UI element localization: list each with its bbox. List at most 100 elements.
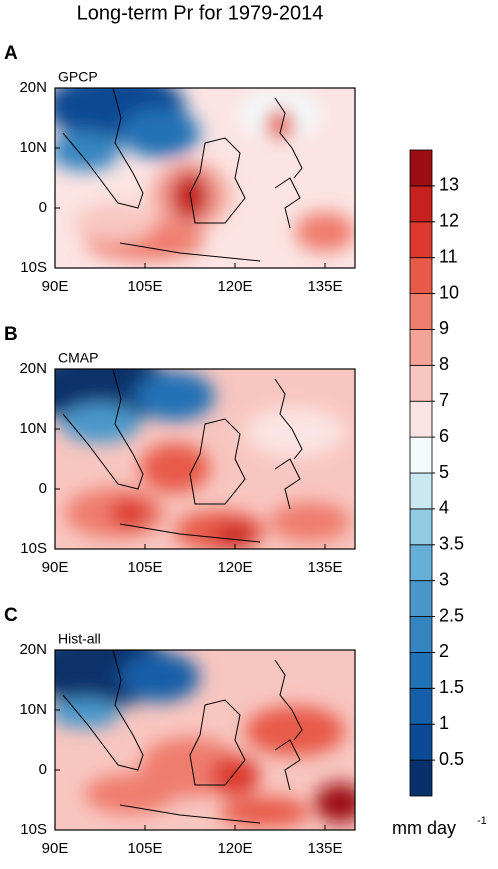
y-tick-label: 10N [19, 420, 47, 437]
panel-letter: B [4, 324, 18, 345]
field-blob [265, 109, 295, 139]
field-blob [120, 108, 200, 158]
colorbar-label: 1 [439, 713, 449, 733]
coastline [62, 88, 303, 262]
y-tick-label: 0 [39, 199, 47, 216]
x-tick-label: 105E [127, 278, 162, 295]
field-blob [55, 698, 120, 728]
coastline [62, 369, 303, 543]
x-tick-label: 105E [127, 559, 162, 576]
colorbar-label: 3 [439, 569, 449, 589]
field-blob [295, 212, 355, 252]
colorbar-box [409, 436, 433, 474]
plot-frame [54, 649, 356, 831]
field-blob [75, 203, 155, 243]
figure-title: Long-term Pr for 1979-2014 [77, 2, 324, 24]
colorbar-label: 10 [439, 282, 459, 302]
y-tick-label: 20N [19, 360, 47, 377]
x-tick-label: 135E [307, 840, 342, 857]
field-blobs [55, 88, 355, 261]
panel-letter: C [4, 605, 18, 626]
field-blob [245, 407, 345, 457]
colorbar-box [409, 687, 433, 725]
field-blob [140, 443, 210, 493]
field-blobs [55, 650, 355, 827]
field-blob [85, 774, 175, 814]
x-tick-label: 120E [217, 840, 252, 857]
y-tick-label: 0 [39, 480, 47, 497]
y-tick-label: 10N [19, 139, 47, 156]
unit-label: mm day [392, 818, 456, 838]
coastline [62, 650, 303, 824]
colorbar-box [409, 329, 433, 366]
colorbar-label: 6 [439, 426, 449, 446]
colorbar-box [409, 580, 433, 617]
unit-exponent: -1 [477, 815, 487, 827]
colorbar-box [409, 293, 433, 330]
colorbar-box [409, 400, 433, 438]
x-tick-label: 105E [127, 840, 162, 857]
colorbar-box [409, 364, 433, 402]
colorbar-unit: mm day -1 [392, 815, 487, 838]
x-tick-label: 120E [217, 278, 252, 295]
panel-letter: A [4, 43, 18, 64]
plot-frame [54, 87, 356, 269]
colorbar-label: 1.5 [439, 677, 464, 697]
colorbar-label: 9 [439, 318, 449, 338]
field-blob [60, 403, 140, 443]
field-blob [215, 524, 255, 549]
y-tick-label: 20N [19, 79, 47, 96]
colorbar-label: 5 [439, 462, 449, 482]
panel-label: CMAP [58, 350, 98, 366]
field-blob [270, 502, 350, 542]
field-blob [120, 652, 200, 702]
colorbar-box [409, 652, 433, 689]
panel-label: GPCP [58, 69, 98, 85]
colorbar-box [409, 472, 433, 510]
field-blob [210, 756, 260, 796]
colorbar-label: 3.5 [439, 534, 464, 554]
field-blob [315, 783, 355, 823]
x-tick-label: 90E [42, 278, 69, 295]
colorbar-label: 4 [439, 498, 449, 518]
colorbar-box [409, 759, 433, 797]
colorbar-box [409, 221, 433, 259]
x-tick-label: 90E [42, 559, 69, 576]
colorbar-label: 2.5 [439, 605, 464, 625]
colorbar-label: 7 [439, 390, 449, 410]
x-tick-label: 135E [307, 559, 342, 576]
colorbar-label: 8 [439, 354, 449, 374]
y-tick-label: 10S [20, 259, 47, 276]
field-blob [110, 498, 150, 528]
y-tick-label: 10S [20, 540, 47, 557]
x-tick-label: 135E [307, 278, 342, 295]
colorbar: 0.5 1 1.5 2 2.5 3 3.5 4 5 6 7 8 9 10 11 12 13 [409, 149, 464, 797]
field-blob [135, 371, 215, 421]
field-blob [245, 706, 345, 756]
colorbar-label: 13 [439, 175, 459, 195]
map-panel: C Hist-all 90E 105E 120E 135E 20N 10N 0 10S [4, 605, 356, 857]
colorbar-label: 0.5 [439, 749, 464, 769]
colorbar-box [409, 544, 433, 582]
colorbar-label: 12 [439, 211, 459, 231]
field-blob [220, 797, 310, 827]
colorbar-box [409, 185, 433, 223]
panel-label: Hist-all [58, 631, 101, 647]
precip-field [55, 369, 355, 549]
colorbar-box [409, 149, 433, 187]
x-tick-label: 120E [217, 559, 252, 576]
colorbar-label: 2 [439, 641, 449, 661]
colorbar-box [409, 723, 433, 761]
colorbar-box [409, 257, 433, 294]
colorbar-box [409, 508, 433, 546]
precip-field [55, 88, 355, 268]
field-blobs [55, 369, 350, 549]
y-tick-label: 20N [19, 641, 47, 658]
y-tick-label: 10S [20, 821, 47, 838]
map-panel: B CMAP 90E 105E 120E 135E 20N 10N 0 10S [4, 324, 356, 576]
y-tick-label: 0 [39, 761, 47, 778]
colorbar-label: 11 [439, 246, 458, 266]
plot-frame [54, 368, 356, 550]
precip-field [55, 650, 355, 830]
